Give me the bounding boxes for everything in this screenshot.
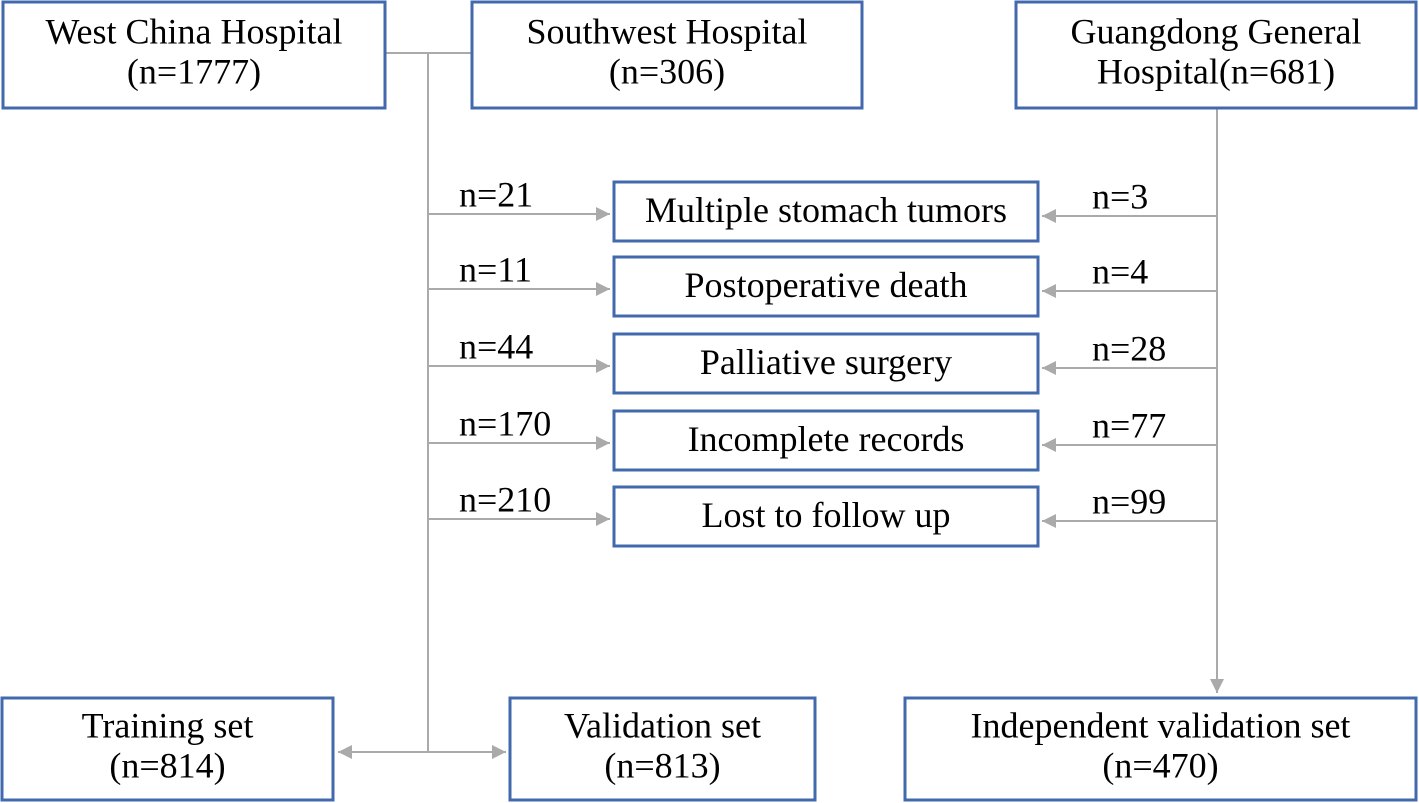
- exclusion-count: n=21: [459, 174, 533, 214]
- exclusion-box: [612, 485, 1040, 548]
- node-label: (n=306): [609, 51, 725, 91]
- node-label: (n=470): [1102, 745, 1218, 785]
- node-label: Hospital(n=681): [1097, 51, 1335, 91]
- exclusion-reason: Lost to follow up: [702, 495, 951, 535]
- exclusion-count: n=28: [1092, 328, 1166, 368]
- exclusion-reason: Multiple stomach tumors: [645, 190, 1007, 230]
- node-label: Southwest Hospital: [526, 11, 807, 51]
- node-box: [1, 0, 387, 110]
- exclusion-count: n=4: [1092, 251, 1148, 291]
- node-label: (n=813): [604, 745, 720, 785]
- exclusion-reason: Postoperative death: [685, 265, 968, 305]
- exclusion-box: [612, 180, 1040, 243]
- node-box: [1014, 0, 1418, 110]
- exclusion-count: n=77: [1092, 405, 1166, 445]
- node-label: Guangdong General: [1071, 11, 1362, 51]
- node-box: [903, 696, 1418, 802]
- node-label: West China Hospital: [45, 11, 342, 51]
- exclusion-count: n=3: [1092, 176, 1148, 216]
- node-label: Training set: [82, 705, 254, 745]
- exclusion-count: n=11: [459, 249, 532, 289]
- node-box: [0, 696, 335, 802]
- node-box: [470, 0, 864, 110]
- node-label: Validation set: [564, 705, 761, 745]
- exclusion-count: n=99: [1092, 481, 1166, 521]
- exclusion-box: [612, 332, 1040, 395]
- exclusion-count: n=44: [459, 326, 533, 366]
- node-box: [508, 696, 817, 802]
- exclusion-count: n=170: [459, 403, 551, 443]
- node-label: (n=1777): [127, 51, 261, 91]
- node-label: Independent validation set: [971, 705, 1351, 745]
- exclusion-count: n=210: [459, 479, 551, 519]
- exclusion-box: [612, 409, 1040, 472]
- exclusion-reason: Palliative surgery: [700, 342, 952, 382]
- exclusion-box: [612, 255, 1040, 318]
- node-label: (n=814): [109, 745, 225, 785]
- exclusion-reason: Incomplete records: [688, 419, 965, 459]
